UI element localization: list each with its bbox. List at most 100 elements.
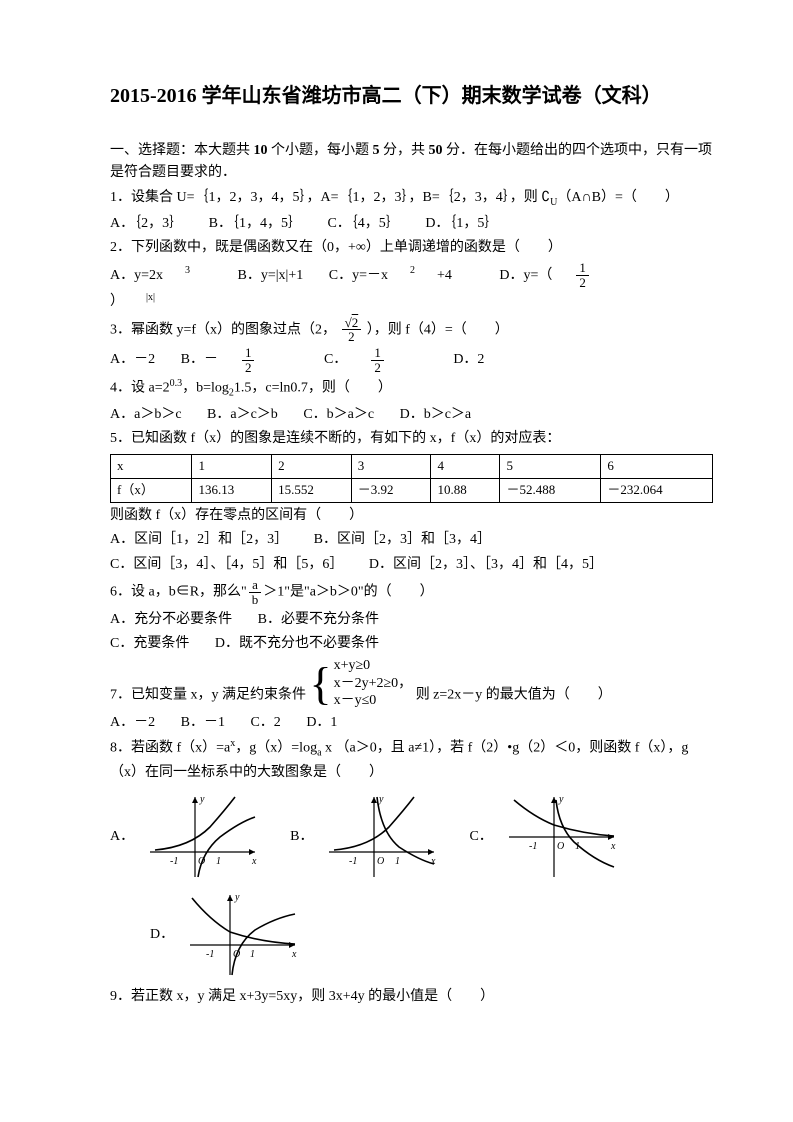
q5-after: 则函数 f（x）存在零点的区间有（ ） — [110, 505, 713, 527]
section-header: 一、选择题：本大题共 10 个小题，每小题 5 分，共 50 分．在每小题给出的… — [110, 140, 713, 185]
opt: D．｛1，5｝ — [425, 216, 498, 231]
graph-label: D． — [150, 924, 174, 946]
cell: 1 — [192, 455, 272, 479]
cell: x — [111, 455, 192, 479]
tick-label: O — [377, 856, 384, 867]
t: ＞1"是"a＞b＞0"的（ ） — [263, 585, 433, 600]
opt: D．既不充分也不必要条件 — [215, 636, 379, 651]
sup: 2 — [410, 265, 415, 276]
opt: A．充分不必要条件 — [110, 612, 232, 627]
fraction: √22 — [342, 316, 362, 344]
cell: 6 — [601, 455, 713, 479]
den: b — [249, 593, 262, 607]
axis-label: x — [251, 856, 257, 867]
cell: －3.92 — [351, 479, 431, 503]
t: ），则 f（4）=（ ） — [367, 322, 509, 337]
t: ） — [110, 294, 124, 309]
graph-b: B． x y -1 O 1 — [290, 792, 439, 882]
brace-system: { x+y≥0 x－2y+2≥0， x－y≤0 — [310, 657, 413, 710]
axis-label: y — [558, 794, 564, 805]
opt: B．区间［2，3］和［3，4］ — [314, 532, 491, 547]
opt: A．y=2x 3 — [110, 268, 212, 283]
cell: 10.88 — [431, 479, 500, 503]
cell: －52.488 — [500, 479, 601, 503]
graph-label: A． — [110, 826, 134, 848]
t: 6．设 a，b∈R，那么" — [110, 585, 247, 600]
page-title: 2015-2016 学年山东省潍坊市高二（下）期末数学试卷（文科） — [110, 80, 713, 112]
num: √2 — [342, 316, 362, 331]
t: A．y=2x — [110, 268, 163, 283]
opt: B．必要不充分条件 — [258, 612, 379, 627]
opt: C．y=－x 2 +4 — [329, 268, 474, 283]
opt: C．12 — [324, 352, 428, 367]
exam-page: 2015-2016 学年山东省潍坊市高二（下）期末数学试卷（文科） 一、选择题：… — [0, 0, 793, 1122]
q5-table: x 1 2 3 4 5 6 f（x） 136.13 15.552 －3.92 1… — [110, 454, 713, 503]
num: a — [249, 578, 262, 593]
question-7: 7．已知变量 x，y 满足约束条件 { x+y≥0 x－2y+2≥0， x－y≤… — [110, 657, 713, 710]
opt: A．a＞b＞c — [110, 407, 182, 422]
sup: 3 — [185, 265, 190, 276]
tick-label: 1 — [250, 949, 255, 960]
den: 2 — [371, 361, 384, 375]
den: 2 — [342, 330, 362, 344]
opt: A．区间［1，2］和［2，3］ — [110, 532, 288, 547]
sec-bold: 50 — [429, 143, 443, 158]
graph-a: A． x y -1 O 1 — [110, 792, 260, 882]
opt: C．｛4，5｝ — [327, 216, 399, 231]
t: ，b=log — [182, 381, 229, 396]
sec-bold: 10 — [254, 143, 268, 158]
question-6: 6．设 a，b∈R，那么"ab＞1"是"a＞b＞0"的（ ） — [110, 578, 713, 606]
fraction: 12 — [242, 346, 277, 374]
opt: B．y=|x|+1 — [238, 268, 304, 283]
tick-label: 1 — [216, 856, 221, 867]
eq: x+y≥0 — [334, 657, 413, 675]
t: 8．若函数 f（x）=a — [110, 741, 230, 756]
den: 2 — [576, 276, 589, 290]
question-4: 4．设 a=20.3，b=log21.5，c=ln0.7，则（ ） — [110, 376, 713, 401]
left-brace-icon: { — [310, 661, 332, 707]
q3-options: A．－2 B．－12 C．12 D．2 — [110, 346, 713, 374]
t: C．y=－x — [329, 268, 388, 283]
table-row: f（x） 136.13 15.552 －3.92 10.88 －52.488 －… — [111, 479, 713, 503]
q1-options: A．｛2，3｝ B．｛1，4，5｝ C．｛4，5｝ D．｛1，5｝ — [110, 213, 713, 235]
opt: C．区间［3，4］、［4，5］和［5，6］ — [110, 557, 343, 572]
t: +4 — [437, 268, 452, 283]
question-3: 3．幂函数 y=f（x）的图象过点（2， √22 ），则 f（4）=（ ） — [110, 316, 713, 344]
q5-options-2: C．区间［3，4］、［4，5］和［5，6］ D．区间［2，3］、［3，4］和［4… — [110, 554, 713, 576]
opt: B．－1 — [181, 715, 225, 730]
cell: f（x） — [111, 479, 192, 503]
t: 4．设 a=2 — [110, 381, 170, 396]
cell: 5 — [500, 455, 601, 479]
plot-d-icon: x y -1 O 1 — [180, 890, 300, 980]
t: C． — [324, 352, 347, 367]
opt: B．｛1，4，5｝ — [209, 216, 302, 231]
graph-c: C． x y -1 O 1 — [469, 792, 618, 882]
num: 1 — [242, 346, 255, 361]
question-5: 5．已知函数 f（x）的图象是连续不断的，有如下的 x，f（x）的对应表： — [110, 428, 713, 450]
tick-label: -1 — [529, 841, 537, 852]
table-row: x 1 2 3 4 5 6 — [111, 455, 713, 479]
axis-label: y — [199, 794, 205, 805]
opt: B．－12 — [181, 352, 299, 367]
t: 1.5，c=ln0.7，则（ ） — [234, 381, 392, 396]
axis-label: y — [378, 794, 384, 805]
graph-label: B． — [290, 826, 313, 848]
q2-options: A．y=2x3 B．y=|x|+1 C．y=－x2+4 D．y=（12）|x| — [110, 261, 713, 313]
axis-label: x — [430, 856, 436, 867]
opt: C．b＞a＞c — [303, 407, 374, 422]
opt: C．2 — [250, 715, 280, 730]
t: D．y=（ — [499, 268, 552, 283]
plot-c-icon: x y -1 O 1 — [499, 792, 619, 882]
opt: A．－2 — [110, 715, 155, 730]
tick-label: -1 — [349, 856, 357, 867]
eq: x－y≤0 — [334, 692, 413, 710]
cell: 4 — [431, 455, 500, 479]
opt: C．充要条件 — [110, 636, 189, 651]
plot-a-icon: x y -1 O 1 — [140, 792, 260, 882]
t: ，g（x）=log — [235, 741, 317, 756]
t: B．－ — [181, 352, 218, 367]
cell: 15.552 — [272, 479, 352, 503]
opt: B．a＞c＞b — [207, 407, 278, 422]
question-2: 2．下列函数中，既是偶函数又在（0，+∞）上单调递增的函数是（ ） — [110, 237, 713, 259]
t: 则 z=2x－y 的最大值为（ ） — [416, 688, 612, 703]
